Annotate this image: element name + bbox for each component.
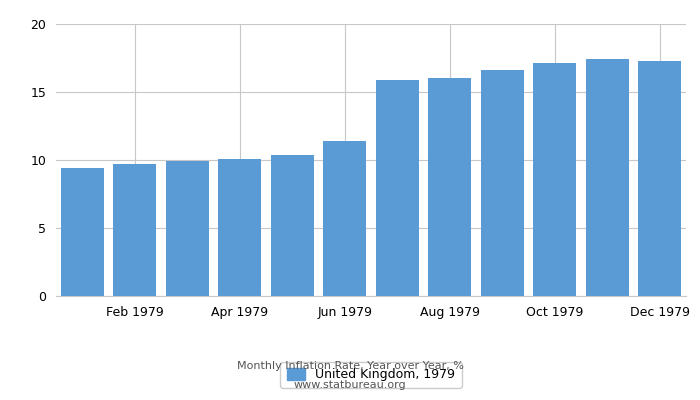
Bar (323, 141, 366, 296)
Legend: United Kingdom, 1979: United Kingdom, 1979 (281, 362, 461, 388)
Bar (481, 70, 524, 296)
Text: www.statbureau.org: www.statbureau.org (294, 380, 406, 390)
Bar (428, 78, 471, 296)
Bar (271, 154, 314, 296)
Bar (533, 64, 576, 296)
Bar (218, 159, 261, 296)
Bar (113, 164, 156, 296)
Bar (638, 61, 681, 296)
Bar (586, 59, 629, 296)
Bar (376, 80, 419, 296)
Bar (61, 168, 104, 296)
Text: Monthly Inflation Rate, Year over Year, %: Monthly Inflation Rate, Year over Year, … (237, 361, 463, 371)
Bar (166, 161, 209, 296)
